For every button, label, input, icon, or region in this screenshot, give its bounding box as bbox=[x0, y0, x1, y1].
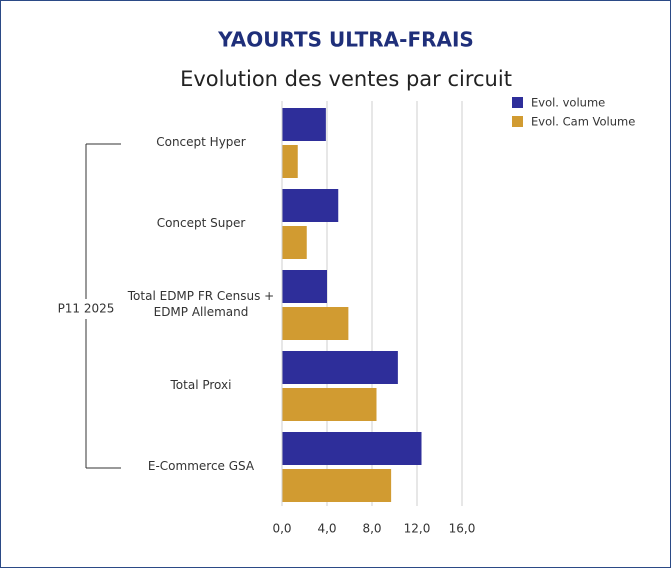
chart-title: YAOURTS ULTRA-FRAIS bbox=[217, 28, 474, 52]
group-label-bg bbox=[51, 299, 121, 319]
bar bbox=[282, 469, 392, 502]
bar bbox=[282, 189, 339, 222]
x-tick-label: 4,0 bbox=[317, 522, 336, 536]
bar bbox=[282, 226, 307, 259]
y-tick-label: Concept Super bbox=[156, 215, 246, 230]
y-tick-label: E-Commerce GSA bbox=[147, 458, 255, 473]
y-tick-label: Total Proxi bbox=[170, 377, 232, 392]
bar bbox=[282, 432, 422, 465]
y-tick-label: Concept Hyper bbox=[156, 134, 246, 149]
group-label: P11 2025 bbox=[58, 302, 115, 316]
legend-swatch bbox=[512, 97, 523, 108]
x-tick-label: 8,0 bbox=[362, 522, 381, 536]
chart-subtitle: Evolution des ventes par circuit bbox=[180, 67, 512, 91]
y-tick-label: Total EDMP FR Census + EDMP Allemand bbox=[127, 288, 275, 319]
bar bbox=[282, 388, 377, 421]
bar bbox=[282, 145, 298, 178]
bar bbox=[282, 307, 349, 340]
bar bbox=[282, 270, 327, 303]
x-tick-label: 0,0 bbox=[272, 522, 291, 536]
legend-label: Evol. volume bbox=[531, 96, 605, 110]
bar bbox=[282, 108, 326, 141]
legend-label: Evol. Cam Volume bbox=[531, 115, 635, 129]
bar bbox=[282, 351, 398, 384]
x-tick-label: 16,0 bbox=[449, 522, 476, 536]
legend-swatch bbox=[512, 116, 523, 127]
x-tick-label: 12,0 bbox=[404, 522, 431, 536]
